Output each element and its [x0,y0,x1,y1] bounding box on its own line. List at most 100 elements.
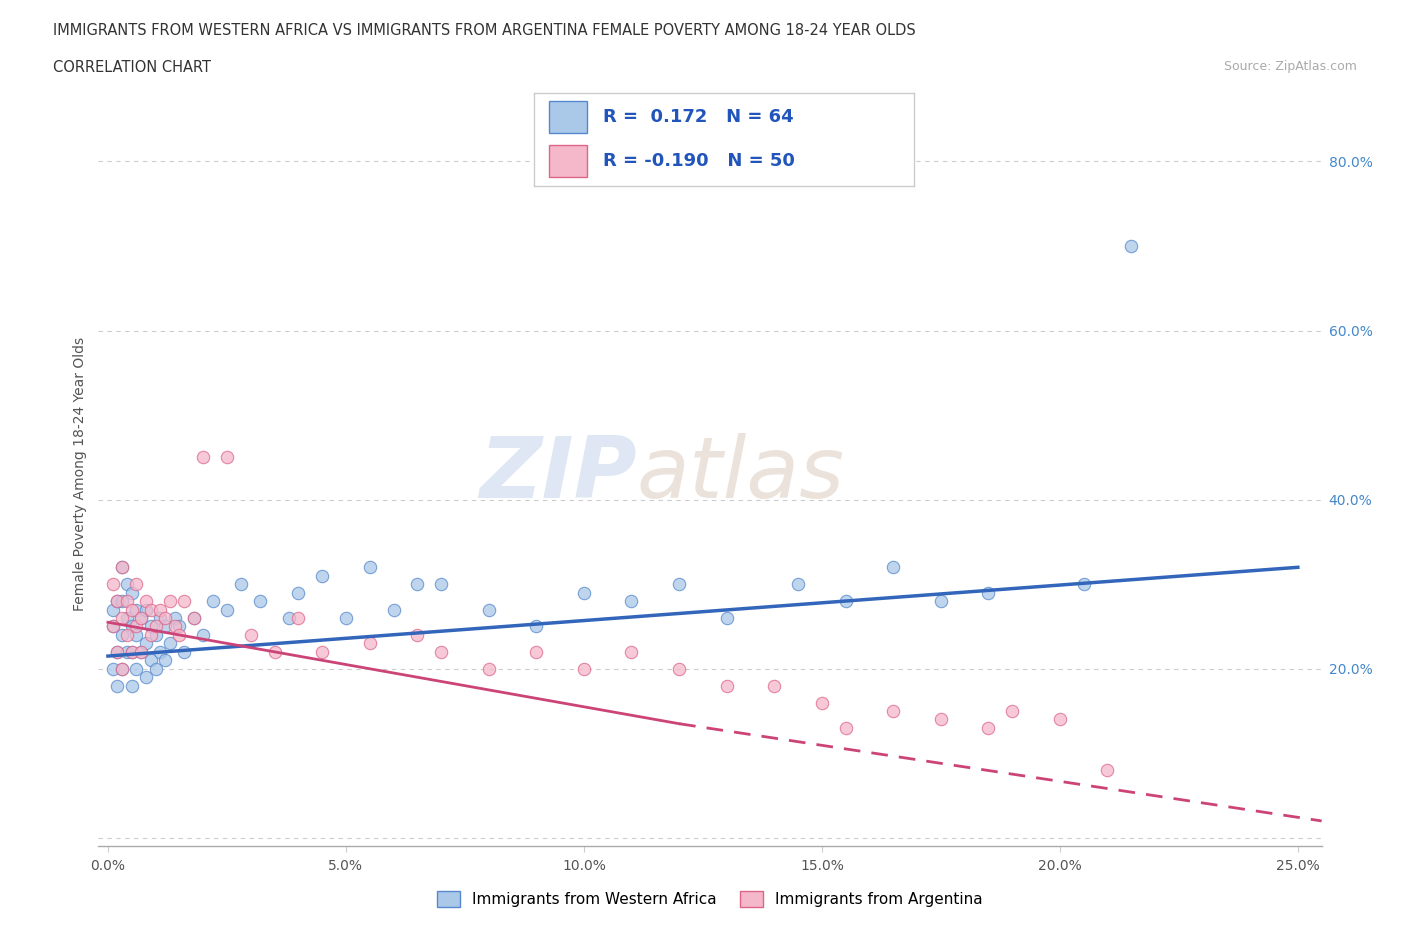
Point [191,450,214,465]
Point [277,611,299,626]
Point [763,678,786,693]
Point [882,560,904,575]
Point [201,593,224,608]
Text: atlas: atlas [637,432,845,516]
Point [430,577,453,591]
Point [287,585,309,600]
Point [135,602,157,617]
Point [153,619,176,634]
Point [153,611,176,626]
Point [929,593,952,608]
Point [129,611,152,626]
Y-axis label: Female Poverty Among 18-24 Year Olds: Female Poverty Among 18-24 Year Olds [73,338,87,611]
Point [668,661,690,676]
Point [115,577,138,591]
Point [183,611,205,626]
Point [111,661,134,676]
Point [115,611,138,626]
Point [115,628,138,643]
Point [121,678,143,693]
Point [153,653,176,668]
Point [111,628,134,643]
Point [149,611,172,626]
Point [173,593,195,608]
Point [169,619,191,634]
Point [620,644,643,659]
Text: Source: ZipAtlas.com: Source: ZipAtlas.com [1223,60,1357,73]
Point [1073,577,1095,591]
Point [101,661,124,676]
Point [716,678,738,693]
Point [524,619,547,634]
Point [145,628,167,643]
Point [101,602,124,617]
Point [163,611,186,626]
Point [311,644,333,659]
Point [125,661,148,676]
Point [129,611,152,626]
Point [135,593,157,608]
Point [125,577,148,591]
Point [129,644,152,659]
Point [215,602,238,617]
Point [159,593,181,608]
Point [620,593,643,608]
Point [787,577,810,591]
Point [121,585,143,600]
Text: ZIP: ZIP [479,432,637,516]
Point [139,653,162,668]
Point [111,560,134,575]
Point [159,636,181,651]
Text: R = -0.190   N = 50: R = -0.190 N = 50 [603,152,794,170]
Point [173,644,195,659]
Point [1049,712,1071,727]
Point [121,619,143,634]
Point [169,628,191,643]
Point [145,619,167,634]
Point [359,636,381,651]
Point [139,628,162,643]
Text: CORRELATION CHART: CORRELATION CHART [53,60,211,75]
Point [115,593,138,608]
Point [107,593,129,608]
Point [135,670,157,684]
Point [139,602,162,617]
Point [977,585,1000,600]
Point [183,611,205,626]
Point [163,619,186,634]
Point [121,602,143,617]
Point [121,644,143,659]
Point [834,593,856,608]
Point [977,721,1000,736]
Point [111,593,134,608]
Point [215,450,238,465]
Point [478,602,501,617]
Legend: Immigrants from Western Africa, Immigrants from Argentina: Immigrants from Western Africa, Immigran… [432,884,988,913]
Point [231,577,253,591]
Point [149,644,172,659]
Point [107,678,129,693]
Point [406,628,429,643]
Point [524,644,547,659]
Point [107,644,129,659]
Point [406,577,429,591]
Point [249,593,271,608]
Point [125,628,148,643]
Point [716,611,738,626]
Point [882,704,904,719]
Point [135,636,157,651]
Point [139,619,162,634]
Point [1097,763,1119,777]
Point [572,585,595,600]
Point [107,593,129,608]
Point [129,644,152,659]
Point [101,619,124,634]
Point [929,712,952,727]
Point [335,611,357,626]
Point [382,602,405,617]
Point [811,695,834,710]
Point [101,619,124,634]
Point [239,628,262,643]
Point [572,661,595,676]
Text: R =  0.172   N = 64: R = 0.172 N = 64 [603,108,793,126]
